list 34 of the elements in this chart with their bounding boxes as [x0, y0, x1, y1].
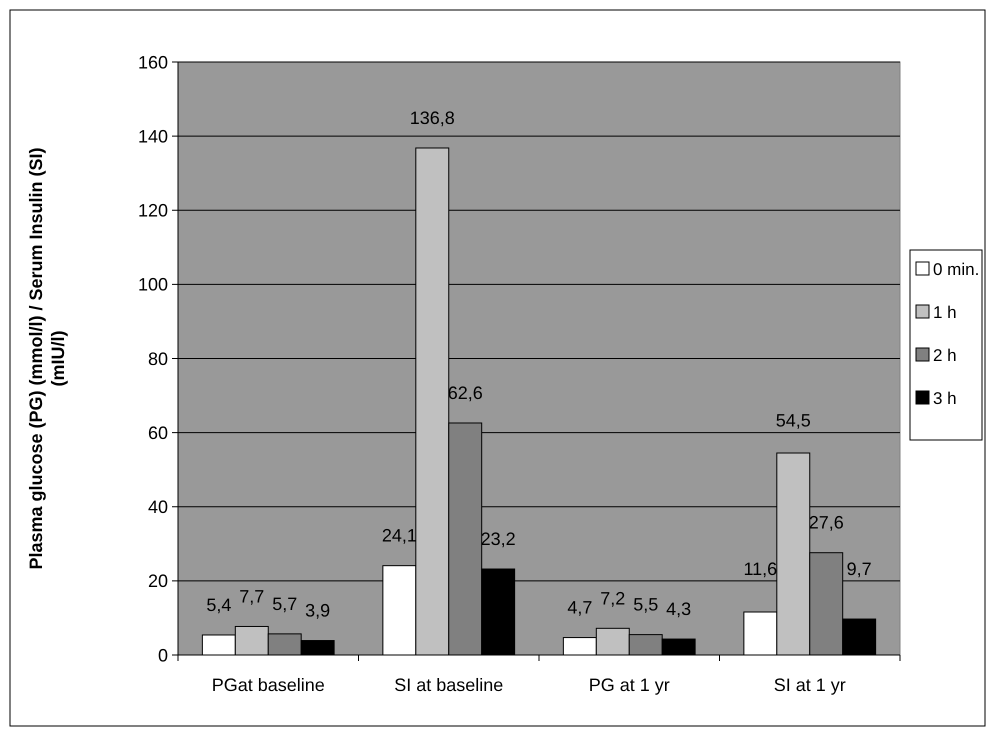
y-tick-label: 140 — [138, 126, 168, 146]
y-tick-label: 100 — [138, 274, 168, 295]
y-tick-label: 40 — [148, 497, 168, 518]
legend-label: 0 min. — [933, 260, 980, 279]
data-label: 24,1 — [382, 526, 417, 546]
y-tick-label: 120 — [138, 200, 168, 221]
data-label: 11,6 — [743, 558, 778, 579]
y-tick-label: 160 — [138, 52, 168, 72]
data-label: 5,5 — [633, 594, 658, 615]
x-tick-label: PG at 1 yr — [588, 675, 670, 695]
data-label: 62,6 — [448, 382, 483, 403]
data-label: 4,7 — [567, 598, 592, 618]
data-label: 27,6 — [808, 512, 844, 533]
x-tick-label: SI at baseline — [394, 675, 504, 695]
data-label: 136,8 — [410, 108, 455, 128]
data-label: 7,7 — [239, 586, 264, 606]
y-axis-title: Plasma glucose (PG) (mmol/l) / Serum Insulin (SI) (mIU/l) — [26, 147, 68, 570]
data-label: 4,3 — [666, 599, 692, 620]
data-label: 54,5 — [776, 410, 811, 431]
y-tick-label: 80 — [148, 348, 168, 369]
data-label: 23,2 — [480, 529, 516, 550]
data-label: 9,7 — [846, 558, 872, 579]
data-label: 7,2 — [600, 588, 626, 608]
data-label: 5,4 — [206, 594, 232, 615]
y-tick-label: 0 — [158, 645, 168, 666]
legend-label: 1 h — [933, 302, 957, 322]
data-label: 3,9 — [305, 600, 330, 621]
x-tick-label: PGat baseline — [212, 675, 325, 695]
legend-label: 3 h — [933, 388, 957, 408]
y-tick-label: 60 — [148, 422, 168, 443]
legend-label: 2 h — [933, 346, 957, 365]
y-tick-label: 20 — [148, 571, 168, 592]
x-tick-label: SI at 1 yr — [774, 675, 846, 695]
data-label: 5,7 — [272, 594, 298, 614]
